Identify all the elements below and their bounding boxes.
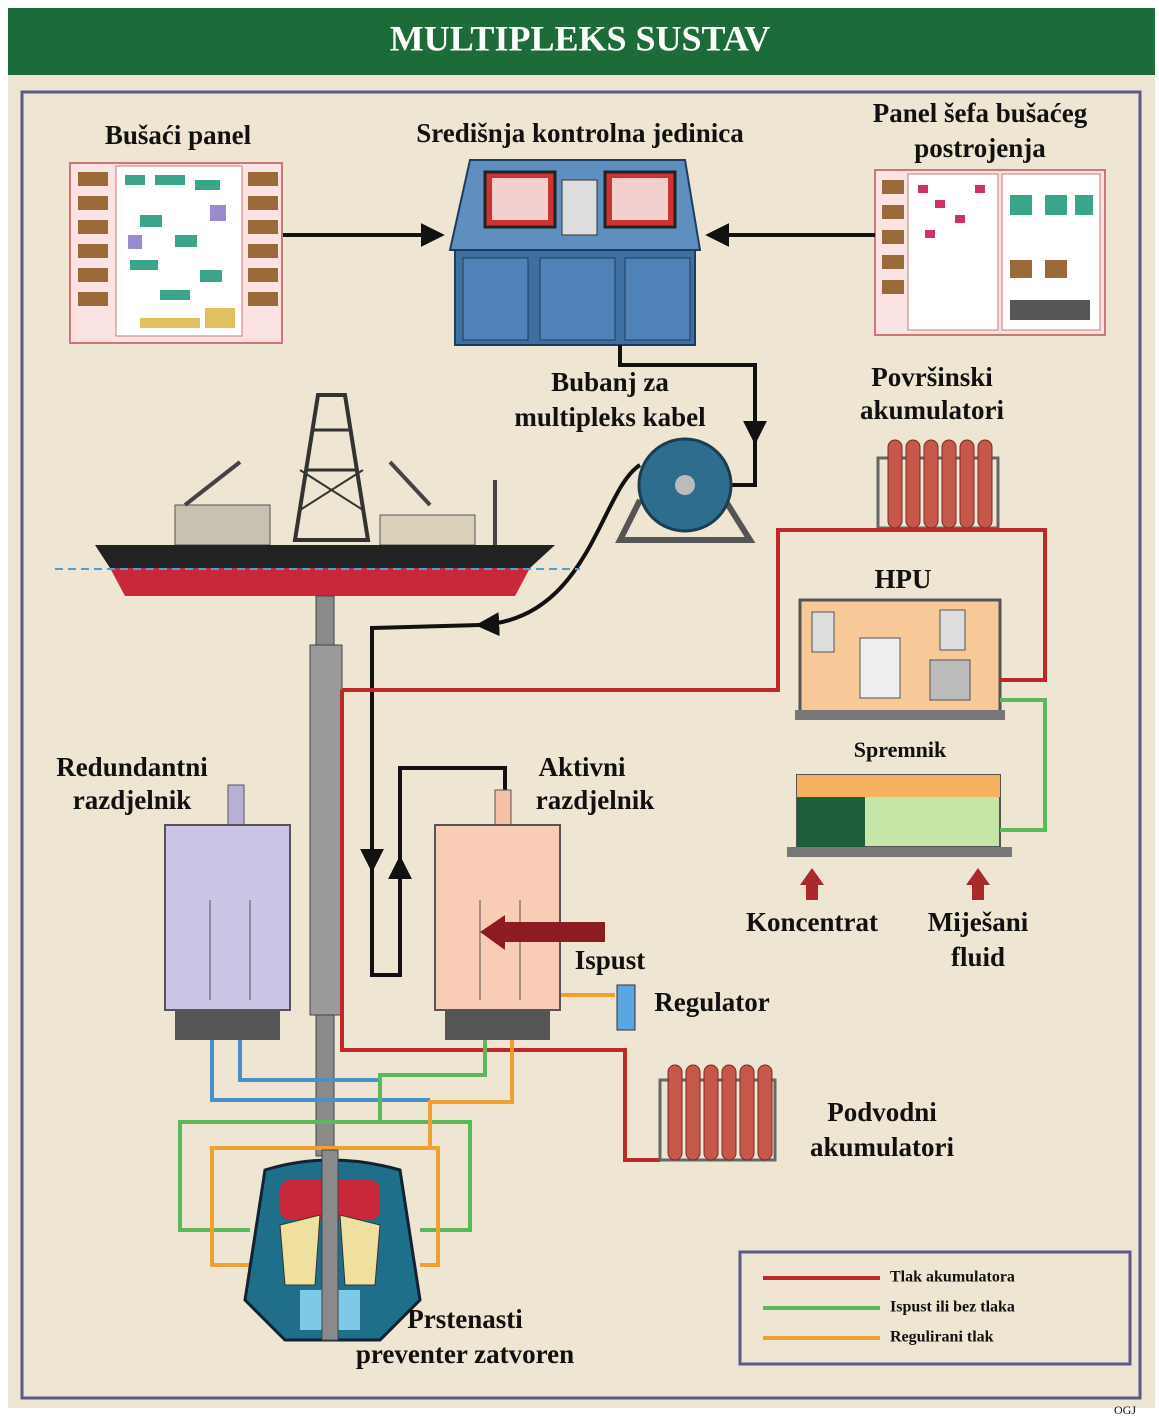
drilling-panel bbox=[70, 163, 282, 343]
title: MULTIPLEKS SUSTAV bbox=[390, 18, 770, 58]
label: Bušaći panel bbox=[105, 120, 252, 150]
label: razdjelnik bbox=[73, 785, 192, 815]
legend-label: Tlak akumulatora bbox=[890, 1269, 1015, 1286]
subsea-accumulators bbox=[660, 1065, 775, 1160]
central-control-unit bbox=[450, 160, 700, 345]
label: Miješani bbox=[928, 907, 1029, 937]
credit: OGJ bbox=[1114, 1403, 1136, 1417]
regulator bbox=[617, 985, 635, 1030]
label: Površinski bbox=[871, 362, 993, 392]
label: Regulator bbox=[654, 987, 769, 1017]
tank bbox=[787, 775, 1012, 857]
label: akumulatori bbox=[860, 395, 1005, 425]
hpu bbox=[795, 600, 1005, 720]
label: preventer zatvoren bbox=[356, 1339, 574, 1369]
label: fluid bbox=[951, 942, 1005, 972]
label: Prstenasti bbox=[407, 1304, 523, 1334]
label: Spremnik bbox=[854, 737, 947, 762]
label: akumulatori bbox=[810, 1132, 955, 1162]
label: Podvodni bbox=[827, 1097, 937, 1127]
diagram: MULTIPLEKS SUSTAV bbox=[0, 0, 1159, 1418]
annular-preventer bbox=[245, 1150, 420, 1340]
label: Panel šefa bušaćeg bbox=[873, 98, 1088, 128]
label: Ispust bbox=[575, 945, 646, 975]
label: Bubanj za bbox=[551, 367, 669, 397]
label: Koncentrat bbox=[746, 907, 878, 937]
surface-accumulators bbox=[878, 440, 998, 528]
rig-manager-panel bbox=[875, 170, 1105, 335]
legend-label: Regulirani tlak bbox=[890, 1329, 994, 1346]
label: Središnja kontrolna jedinica bbox=[416, 118, 744, 148]
label: Aktivni bbox=[538, 752, 626, 782]
legend: Tlak akumulatora Ispust ili bez tlaka Re… bbox=[740, 1252, 1130, 1364]
label: razdjelnik bbox=[536, 785, 655, 815]
legend-label: Ispust ili bez tlaka bbox=[890, 1299, 1015, 1316]
label: multipleks kabel bbox=[514, 402, 706, 432]
label: HPU bbox=[875, 564, 932, 594]
label: Redundantni bbox=[56, 752, 208, 782]
label: postrojenja bbox=[914, 133, 1046, 163]
riser-jacket bbox=[310, 645, 342, 1015]
